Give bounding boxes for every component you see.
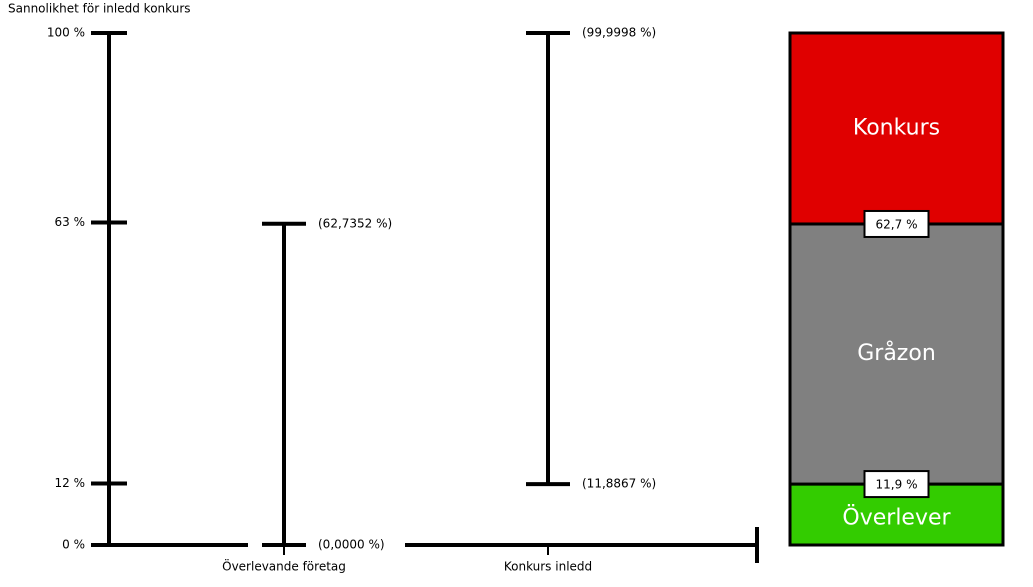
y-tick-label: 0 %	[62, 538, 85, 552]
zone-border	[788, 31, 1005, 547]
axis-title: Sannolikhet för inledd konkurs	[8, 2, 191, 16]
y-tick-label: 12 %	[55, 476, 86, 490]
y-tick-label: 63 %	[55, 215, 86, 229]
edge-label: 11,9 %	[876, 478, 918, 492]
range-label: (99,9998 %)	[582, 26, 656, 40]
zone-label: Gråzon	[857, 340, 936, 366]
edge-label-box	[863, 470, 930, 499]
edge-label: 62,7 %	[876, 217, 918, 231]
range-label: (11,8867 %)	[582, 477, 656, 491]
range-label: (0,0000 %)	[318, 538, 385, 552]
x-tick-label: Överlevande företag	[222, 558, 346, 574]
range-label: (62,7352 %)	[318, 216, 392, 230]
y-tick-label: 100 %	[47, 26, 85, 40]
edge-label-box	[863, 209, 930, 238]
x-tick-label: Konkurs inledd	[504, 560, 592, 574]
zone-label: Konkurs	[853, 115, 940, 140]
zone-label: Överlever	[842, 505, 951, 531]
